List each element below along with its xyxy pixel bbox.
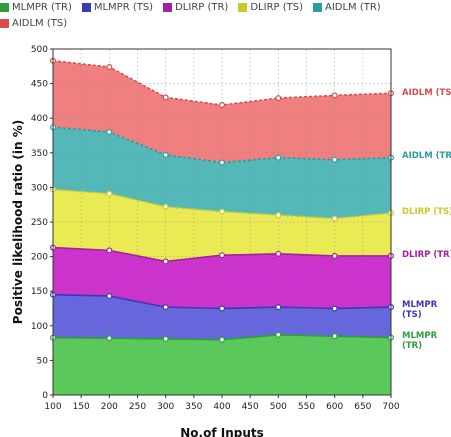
x-tick-label: 200	[101, 402, 118, 412]
series-end-label-line: DLIRP (TS)	[402, 207, 451, 217]
data-point	[106, 247, 113, 254]
legend-swatch	[312, 2, 322, 12]
series-end-label-line: (TS)	[402, 310, 422, 320]
series-end-label: MLMPR (TS)	[402, 300, 438, 320]
legend-item: DLIRP (TS)	[238, 2, 303, 13]
legend-item: MLMPR (TS)	[81, 1, 154, 13]
legend-label: DLIRP (TS)	[250, 1, 303, 13]
y-tick-label: 0	[42, 391, 48, 401]
legend-row: MLMPR (TR) MLMPR (TS) DLIRP (TR) DLIRP (TS)…	[0, 0, 451, 14]
series-end-label-line: AIDLM (TR)	[402, 151, 451, 161]
x-tick-label: 700	[382, 402, 399, 412]
data-point	[162, 94, 169, 101]
data-point	[106, 190, 113, 197]
x-tick-label: 400	[213, 402, 230, 412]
legend-swatch	[0, 18, 9, 28]
y-tick-label: 250	[31, 218, 48, 228]
series-end-label-line: MLMPR	[402, 331, 438, 341]
data-point	[219, 336, 226, 343]
data-point	[275, 95, 282, 102]
data-point	[331, 305, 338, 312]
x-tick-label: 450	[242, 402, 259, 412]
data-point	[275, 212, 282, 219]
legend-row: AIDLM (TS)	[0, 16, 451, 30]
x-tick-label: 500	[270, 402, 287, 412]
x-tick-label: 250	[129, 402, 146, 412]
data-point	[331, 333, 338, 340]
x-tick-label: 350	[185, 402, 202, 412]
data-point	[331, 92, 338, 99]
y-tick-label: 150	[31, 287, 48, 297]
legend-item: AIDLM (TR)	[312, 1, 381, 13]
data-point	[219, 102, 226, 109]
y-tick-label: 300	[31, 183, 48, 193]
legend-item: DLIRP (TR)	[163, 2, 228, 13]
x-axis-title: No.of Inputs	[180, 426, 264, 437]
x-tick-label: 550	[298, 402, 315, 412]
data-point	[106, 293, 113, 300]
data-point	[106, 129, 113, 136]
series-end-label: AIDLM (TS)	[402, 88, 451, 98]
legend-swatch	[0, 2, 9, 12]
y-axis-title: Positive likelihood ratio (in %)	[11, 120, 25, 324]
y-tick-label: 100	[31, 322, 48, 332]
data-point	[275, 304, 282, 311]
legend-swatch	[238, 2, 248, 12]
legend-label: DLIRP (TR)	[175, 1, 229, 13]
data-point	[219, 159, 226, 166]
series-end-label: AIDLM (TR)	[402, 151, 451, 161]
data-point	[331, 252, 338, 259]
data-point	[162, 203, 169, 210]
data-point	[162, 151, 169, 158]
data-point	[331, 215, 338, 222]
data-point	[275, 154, 282, 161]
x-tick-label: 650	[354, 402, 371, 412]
data-point	[162, 335, 169, 342]
legend-label: AIDLM (TS)	[12, 17, 68, 29]
series-end-label-line: (TR)	[402, 341, 422, 351]
data-point	[219, 305, 226, 312]
y-tick-label: 200	[31, 253, 48, 263]
y-tick-label: 450	[31, 80, 48, 90]
series-end-label-line: MLMPR	[402, 300, 438, 310]
x-tick-label: 150	[73, 402, 90, 412]
y-tick-label: 500	[31, 45, 48, 55]
x-tick-label: 600	[326, 402, 343, 412]
series-end-label: DLIRP (TS)	[402, 207, 451, 217]
legend-label: AIDLM (TR)	[324, 1, 381, 13]
data-point	[162, 304, 169, 311]
legend-label: MLMPR (TR)	[12, 1, 72, 13]
series-end-label-line: AIDLM (TS)	[402, 88, 451, 98]
y-tick-label: 50	[37, 356, 49, 366]
legend-label: MLMPR (TS)	[93, 1, 154, 13]
x-tick-label: 100	[44, 402, 61, 412]
data-point	[106, 335, 113, 342]
y-tick-label: 400	[31, 114, 48, 124]
data-point	[331, 156, 338, 163]
legend-swatch	[163, 2, 173, 12]
x-tick-label: 300	[157, 402, 174, 412]
series-end-label: MLMPR (TR)	[402, 331, 438, 351]
data-point	[275, 250, 282, 257]
data-point	[219, 252, 226, 259]
legend-swatch	[81, 2, 91, 12]
series-end-label-line: DLIRP (TR)	[402, 250, 451, 260]
data-point	[162, 258, 169, 265]
legend-item: AIDLM (TS)	[0, 18, 67, 29]
legend: MLMPR (TR) MLMPR (TS) DLIRP (TR) DLIRP (TS)…	[0, 0, 451, 30]
data-point	[275, 331, 282, 338]
y-tick-label: 350	[31, 149, 48, 159]
legend-item: MLMPR (TR)	[0, 2, 72, 13]
series-end-label: DLIRP (TR)	[402, 250, 451, 260]
data-point	[106, 63, 113, 70]
data-point	[219, 208, 226, 215]
